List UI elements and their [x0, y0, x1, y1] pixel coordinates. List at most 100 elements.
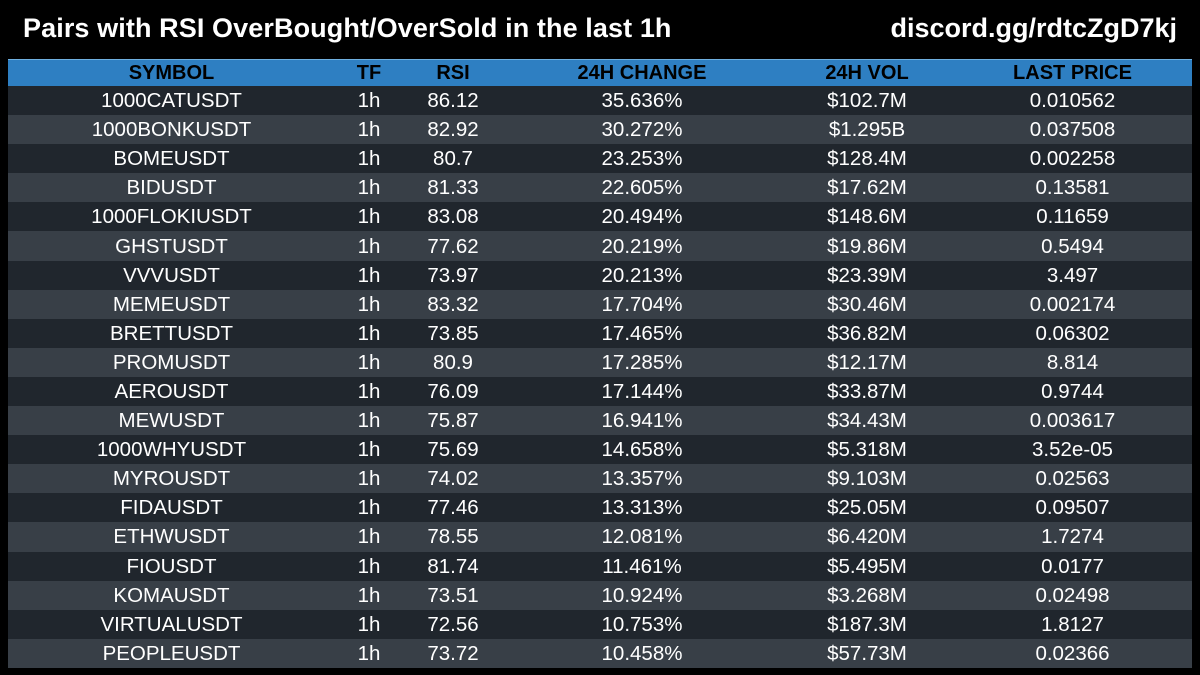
volume-cell: $19.86M [827, 234, 907, 258]
table-row[interactable]: FIDAUSDT 1h 77.46 13.313% $25.05M 0.09507 [8, 493, 1192, 523]
table-row[interactable]: 1000CATUSDT 1h 86.12 35.636% $102.7M 0.010562 [8, 86, 1192, 116]
rsi-cell: 83.08 [427, 205, 479, 229]
change-cell: 20.213% [601, 263, 683, 287]
symbol-cell: BRETTUSDT [110, 321, 233, 345]
price-cell: 0.02563 [1035, 467, 1110, 491]
price-cell: 0.13581 [1035, 176, 1110, 200]
table-row[interactable]: BOMEUSDT 1h 80.7 23.253% $128.4M 0.002258 [8, 144, 1192, 174]
table-row[interactable]: KOMAUSDT 1h 73.51 10.924% $3.268M 0.02498 [8, 580, 1192, 610]
table-row[interactable]: PEOPLEUSDT 1h 73.72 10.458% $57.73M 0.02366 [8, 638, 1192, 668]
tf-cell: 1h [357, 292, 381, 316]
tf-cell: 1h [357, 467, 381, 491]
symbol-cell: KOMAUSDT [113, 583, 230, 607]
price-cell: 0.002174 [1029, 292, 1116, 316]
table-row[interactable]: VIRTUALUSDT 1h 72.56 10.753% $187.3M 1.8127 [8, 609, 1192, 639]
change-cell: 10.753% [601, 612, 683, 636]
symbol-cell: AEROUSDT [114, 379, 229, 403]
change-cell: 23.253% [601, 147, 683, 171]
change-cell: 22.605% [601, 176, 683, 200]
price-cell: 0.010562 [1029, 89, 1116, 113]
symbol-cell: ETHWUSDT [113, 525, 230, 549]
table-row[interactable]: 1000WHYUSDT 1h 75.69 14.658% $5.318M 3.52e-05 [8, 435, 1192, 465]
rsi-cell: 72.56 [427, 612, 479, 636]
symbol-cell: MEWUSDT [118, 409, 225, 433]
tf-cell: 1h [357, 147, 381, 171]
symbol-cell: GHSTUSDT [115, 234, 228, 258]
change-cell: 13.357% [601, 467, 683, 491]
change-cell: 17.144% [601, 379, 683, 403]
rsi-cell: 73.51 [427, 583, 479, 607]
change-cell: 10.458% [601, 641, 683, 665]
tf-cell: 1h [357, 438, 381, 462]
column-header-24h-change[interactable]: 24H CHANGE [503, 59, 781, 86]
rsi-cell: 86.12 [427, 89, 479, 113]
table-row[interactable]: BIDUSDT 1h 81.33 22.605% $17.62M 0.13581 [8, 173, 1192, 203]
change-cell: 12.081% [601, 525, 683, 549]
table-row[interactable]: ETHWUSDT 1h 78.55 12.081% $6.420M 1.7274 [8, 522, 1192, 552]
table-header-row: SYMBOL TF RSI 24H CHANGE 24H VOL LAST PR… [8, 59, 1192, 86]
column-header-last-price[interactable]: LAST PRICE [953, 59, 1192, 86]
table-row[interactable]: 1000BONKUSDT 1h 82.92 30.272% $1.295B 0.03750… [8, 115, 1192, 145]
change-cell: 20.219% [601, 234, 683, 258]
volume-cell: $36.82M [827, 321, 907, 345]
column-header-symbol[interactable]: SYMBOL [8, 59, 335, 86]
price-cell: 0.002258 [1029, 147, 1116, 171]
table-row[interactable]: PROMUSDT 1h 80.9 17.285% $12.17M 8.814 [8, 347, 1192, 377]
change-cell: 16.941% [601, 409, 683, 433]
symbol-cell: 1000WHYUSDT [96, 438, 247, 462]
rsi-cell: 78.55 [427, 525, 479, 549]
table-row[interactable]: BRETTUSDT 1h 73.85 17.465% $36.82M 0.06302 [8, 318, 1192, 348]
rsi-pairs-table-container: SYMBOL TF RSI 24H CHANGE 24H VOL LAST PR… [8, 59, 1192, 668]
tf-cell: 1h [357, 641, 381, 665]
symbol-cell: 1000CATUSDT [101, 89, 242, 113]
table-body: 1000CATUSDT 1h 86.12 35.636% $102.7M 0.010562… [8, 86, 1192, 668]
header-bar: Pairs with RSI OverBought/OverSold in th… [0, 0, 1200, 60]
rsi-pairs-table: SYMBOL TF RSI 24H CHANGE 24H VOL LAST PR… [8, 59, 1192, 668]
tf-cell: 1h [357, 350, 381, 374]
tf-cell: 1h [357, 409, 381, 433]
change-cell: 14.658% [601, 438, 683, 462]
change-cell: 17.704% [601, 292, 683, 316]
table-row[interactable]: 1000FLOKIUSDT 1h 83.08 20.494% $148.6M 0.1165… [8, 202, 1192, 232]
volume-cell: $57.73M [827, 641, 907, 665]
volume-cell: $33.87M [827, 379, 907, 403]
symbol-cell: MEMEUSDT [112, 292, 231, 316]
price-cell: 0.09507 [1035, 496, 1110, 520]
rsi-cell: 73.72 [427, 641, 479, 665]
rsi-cell: 75.87 [427, 409, 479, 433]
table-row[interactable]: FIOUSDT 1h 81.74 11.461% $5.495M 0.0177 [8, 551, 1192, 581]
table-row[interactable]: VVVUSDT 1h 73.97 20.213% $23.39M 3.497 [8, 260, 1192, 290]
table-row[interactable]: MEMEUSDT 1h 83.32 17.704% $30.46M 0.002174 [8, 289, 1192, 319]
price-cell: 0.02366 [1035, 641, 1110, 665]
symbol-cell: VIRTUALUSDT [100, 612, 243, 636]
volume-cell: $12.17M [827, 350, 907, 374]
table-row[interactable]: AEROUSDT 1h 76.09 17.144% $33.87M 0.9744 [8, 376, 1192, 407]
volume-cell: $30.46M [827, 292, 907, 316]
symbol-cell: BOMEUSDT [113, 147, 230, 171]
price-cell: 3.497 [1046, 263, 1099, 287]
price-cell: 0.003617 [1029, 409, 1116, 433]
rsi-cell: 83.32 [427, 292, 479, 316]
symbol-cell: MYROUSDT [112, 467, 231, 491]
table-row[interactable]: MEWUSDT 1h 75.87 16.941% $34.43M 0.003617 [8, 406, 1192, 436]
volume-cell: $148.6M [827, 205, 907, 229]
column-header-rsi[interactable]: RSI [403, 59, 503, 86]
symbol-cell: VVVUSDT [123, 263, 220, 287]
rsi-cell: 74.02 [427, 467, 479, 491]
rsi-cell: 80.9 [433, 350, 473, 374]
rsi-cell: 81.33 [427, 176, 479, 200]
volume-cell: $23.39M [827, 263, 907, 287]
tf-cell: 1h [357, 321, 381, 345]
column-header-24h-vol[interactable]: 24H VOL [781, 59, 953, 86]
discord-invite-link[interactable]: discord.gg/rdtcZgD7kj [890, 13, 1177, 43]
tf-cell: 1h [357, 554, 381, 578]
price-cell: 0.5494 [1041, 234, 1104, 258]
change-cell: 35.636% [601, 89, 683, 113]
column-header-tf[interactable]: TF [335, 59, 403, 86]
price-cell: 1.7274 [1041, 525, 1104, 549]
table-row[interactable]: MYROUSDT 1h 74.02 13.357% $9.103M 0.02563 [8, 464, 1192, 494]
symbol-cell: BIDUSDT [126, 176, 217, 200]
change-cell: 11.461% [602, 554, 682, 578]
symbol-cell: FIOUSDT [126, 554, 217, 578]
table-row[interactable]: GHSTUSDT 1h 77.62 20.219% $19.86M 0.5494 [8, 231, 1192, 261]
